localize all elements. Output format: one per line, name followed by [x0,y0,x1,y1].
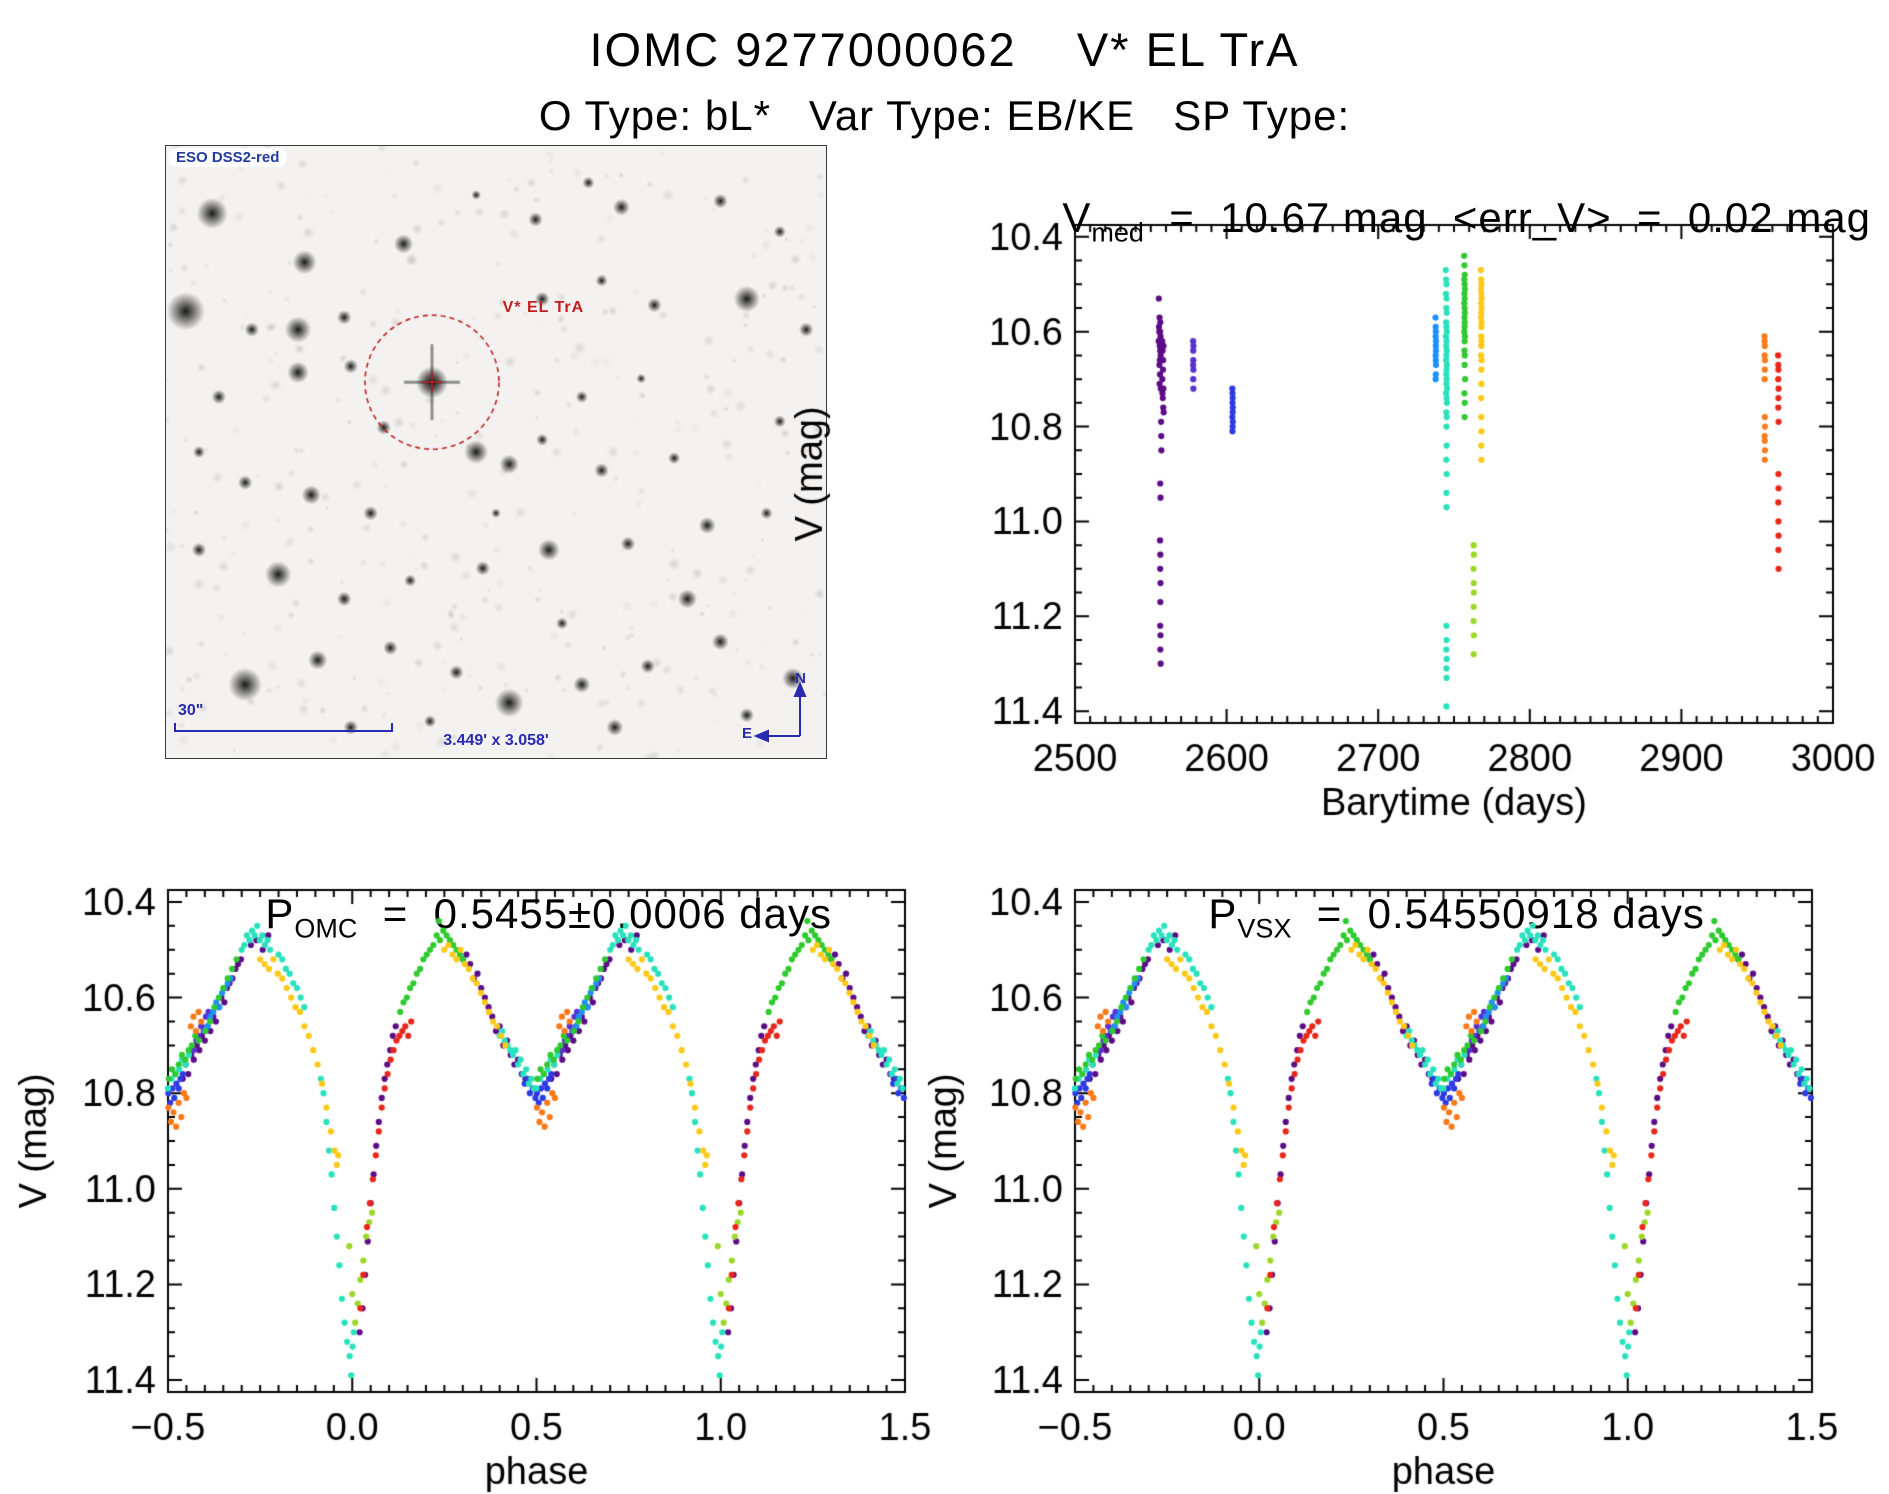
scale-bar [174,723,393,732]
survey-badge: ESO DSS2-red [168,148,288,167]
scale-label: 30" [178,702,204,719]
field-of-view-label: 3.449' x 3.058' [443,732,549,749]
target-label: V* EL TrA [502,299,585,316]
phase-folded-plot-omc [0,845,960,1494]
star-field-image [166,146,826,758]
phase-folded-plot-vsx [910,845,1889,1494]
barytime-light-curve-plot [770,180,1889,840]
object-types-subtitle: O Type: bL* Var Type: EB/KE SP Type: [538,92,1351,139]
finding-chart: ESO DSS2-red V* EL TrA 30" 3.449' x 3.05… [165,145,827,759]
east-label: E [742,725,753,742]
page-title: IOMC 9277000062 V* EL TrA [589,23,1300,76]
